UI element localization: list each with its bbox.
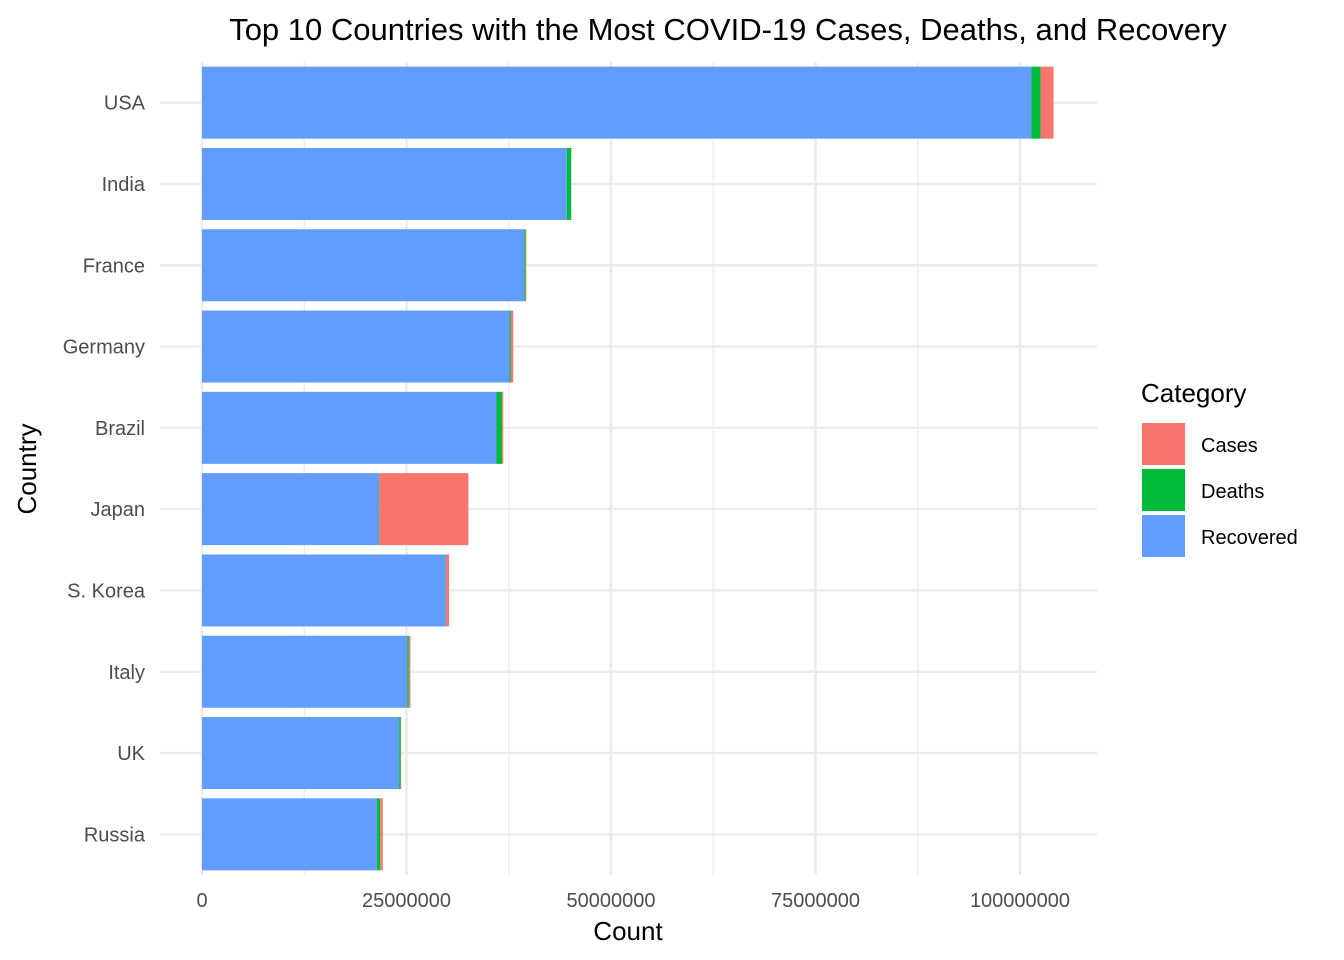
bar-deaths-germany: [509, 310, 511, 383]
y-tick-label: S. Korea: [67, 580, 146, 602]
y-tick-label: Italy: [108, 662, 145, 684]
y-tick-label: Brazil: [95, 418, 145, 440]
chart-title: Top 10 Countries with the Most COVID-19 …: [229, 12, 1227, 47]
bar-recovered-india: [202, 147, 567, 220]
y-tick-label: UK: [117, 743, 145, 765]
bar-cases-italy: [408, 635, 411, 708]
bar-recovered-usa: [202, 66, 1032, 139]
y-tick-label: Russia: [84, 824, 146, 846]
bar-recovered-germany: [202, 310, 510, 383]
bar-cases-usa: [1040, 66, 1054, 139]
legend-title: Category: [1141, 378, 1247, 408]
y-tick-label: India: [102, 174, 146, 196]
bar-deaths-usa: [1031, 66, 1041, 139]
bar-recovered-brazil: [202, 391, 497, 464]
bar-recovered-italy: [202, 635, 408, 708]
legend-swatch-cases: [1142, 423, 1185, 465]
bar-cases-brazil: [502, 391, 504, 464]
bar-deaths-italy: [407, 635, 409, 708]
y-tick-label: Japan: [91, 499, 146, 521]
legend: Category Cases Deaths Recovered: [1141, 378, 1298, 557]
bar-cases-japan: [379, 473, 469, 546]
bar-deaths-japan: [378, 473, 380, 546]
bar-cases-france: [525, 229, 527, 302]
legend-items: Cases Deaths Recovered: [1142, 423, 1298, 557]
bar-layer: [202, 66, 1054, 871]
x-axis-title: Count: [593, 916, 663, 946]
legend-label-cases: Cases: [1201, 435, 1258, 457]
bar-recovered-russia: [202, 798, 378, 871]
bar-recovered-france: [202, 229, 525, 302]
bar-deaths-russia: [377, 798, 381, 871]
legend-swatch-deaths: [1142, 469, 1185, 511]
x-tick-label: 100000000: [970, 890, 1070, 912]
legend-swatch-recovered: [1142, 515, 1185, 557]
bar-deaths-brazil: [496, 391, 503, 464]
bar-deaths-uk: [399, 717, 401, 790]
bar-recovered-uk: [202, 717, 400, 790]
legend-label-deaths: Deaths: [1201, 481, 1264, 503]
bar-cases-germany: [510, 310, 514, 383]
bar-recovered-japan: [202, 473, 379, 546]
bar-deaths-france: [524, 229, 526, 302]
x-tick-label: 0: [196, 890, 207, 912]
y-tick-label: Germany: [63, 337, 145, 359]
y-axis-title: Country: [12, 423, 42, 514]
y-axis-ticks: USA India France Germany Brazil Japan S. Korea…: [63, 93, 146, 847]
x-tick-label: 75000000: [771, 890, 860, 912]
bar-deaths-india: [566, 147, 572, 220]
y-tick-label: France: [83, 255, 145, 277]
bar-recovered-s-korea: [202, 554, 446, 627]
y-tick-label: USA: [104, 93, 146, 115]
bar-cases-s-korea: [446, 554, 450, 627]
legend-label-recovered: Recovered: [1201, 527, 1298, 549]
x-tick-label: 25000000: [362, 890, 451, 912]
bar-cases-russia: [380, 798, 383, 871]
x-tick-label: 50000000: [567, 890, 656, 912]
x-axis-ticks: 0 25000000 50000000 75000000 100000000: [196, 890, 1070, 912]
